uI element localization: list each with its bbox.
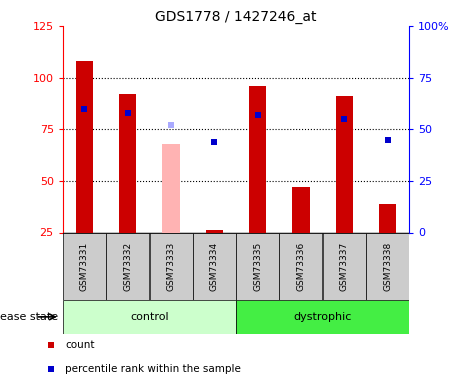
Text: percentile rank within the sample: percentile rank within the sample	[66, 364, 241, 374]
Bar	[162, 144, 179, 232]
Bar	[63, 232, 106, 300]
Bar	[279, 232, 322, 300]
Bar	[366, 232, 409, 300]
Text: GSM73331: GSM73331	[80, 242, 89, 291]
Bar	[206, 230, 223, 232]
Text: GSM73335: GSM73335	[253, 242, 262, 291]
Title: GDS1778 / 1427246_at: GDS1778 / 1427246_at	[155, 10, 317, 24]
Text: GSM73337: GSM73337	[340, 242, 349, 291]
Bar	[76, 61, 93, 232]
Text: count: count	[66, 340, 95, 351]
Text: disease state: disease state	[0, 312, 58, 322]
Text: GSM73332: GSM73332	[123, 242, 132, 291]
Text: GSM73334: GSM73334	[210, 242, 219, 291]
Bar	[193, 232, 236, 300]
Bar	[150, 232, 193, 300]
Bar	[106, 232, 149, 300]
Bar	[292, 187, 310, 232]
Bar	[236, 232, 279, 300]
Text: dystrophic: dystrophic	[293, 312, 352, 322]
Text: GSM73336: GSM73336	[297, 242, 306, 291]
Bar	[336, 96, 353, 232]
Text: control: control	[130, 312, 169, 322]
Bar	[119, 94, 136, 232]
Bar	[236, 300, 409, 334]
Bar	[63, 300, 236, 334]
Bar	[379, 204, 396, 232]
Bar	[249, 86, 266, 232]
Bar	[323, 232, 366, 300]
Text: GSM73338: GSM73338	[383, 242, 392, 291]
Text: GSM73333: GSM73333	[166, 242, 175, 291]
